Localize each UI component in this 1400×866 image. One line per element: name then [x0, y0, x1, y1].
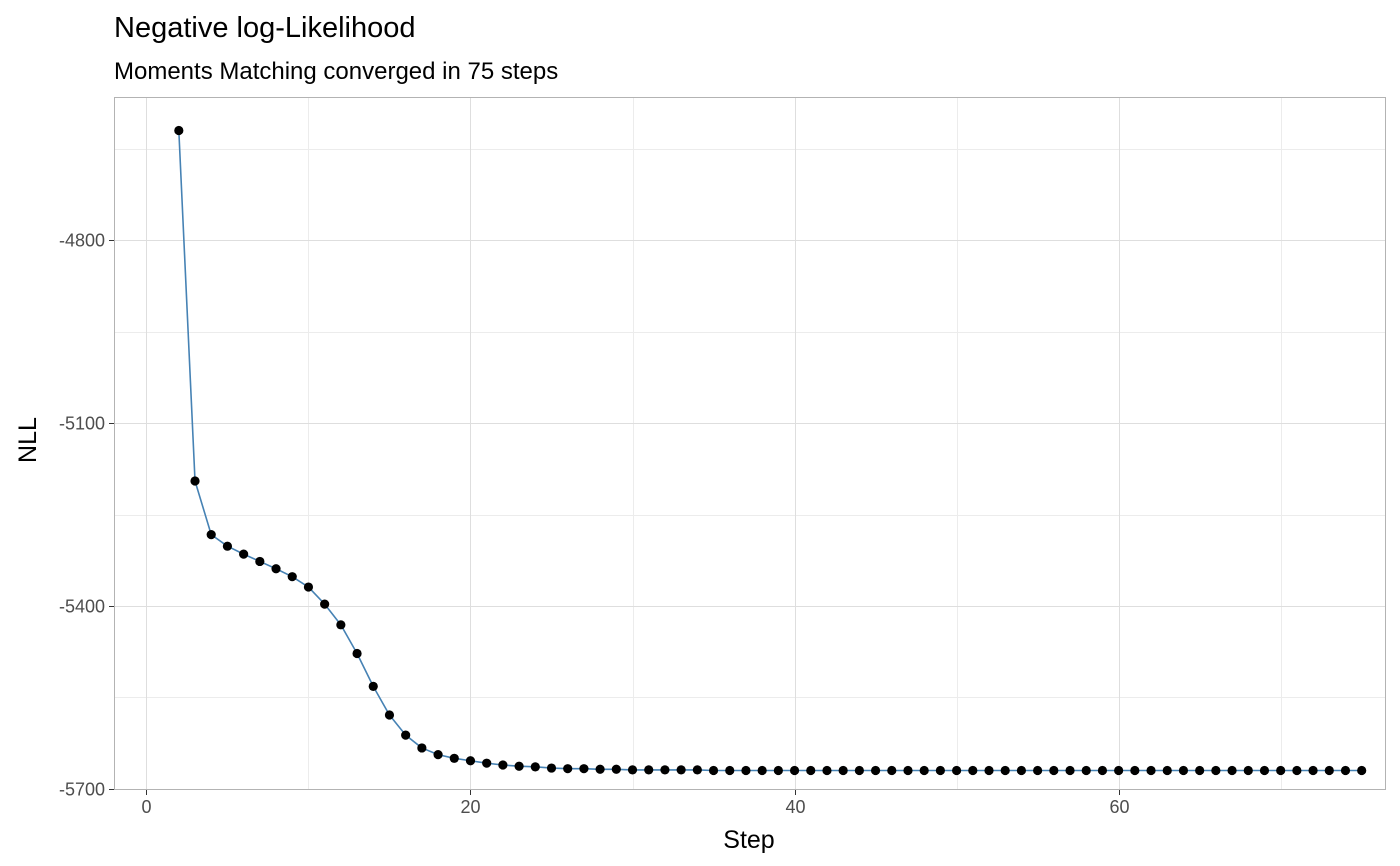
major-gridlines	[114, 97, 1386, 790]
x-tick-label: 40	[785, 797, 805, 817]
y-tick-label: -5400	[59, 597, 105, 617]
data-point	[222, 541, 233, 551]
data-point	[1162, 765, 1172, 776]
minor-gridlines	[114, 97, 1386, 790]
data-point	[239, 549, 249, 559]
data-point	[514, 761, 524, 771]
data-point	[919, 765, 929, 776]
data-point	[206, 530, 216, 540]
data-point	[660, 765, 670, 775]
data-point	[303, 582, 314, 592]
data-point	[935, 765, 945, 776]
data-point	[806, 765, 816, 776]
x-tick-label: 0	[141, 797, 151, 817]
y-axis-ticks: -4800 -5100 -5400 -5700	[59, 231, 114, 800]
y-tick-label: -5700	[59, 780, 105, 800]
data-point	[1114, 765, 1124, 776]
chart-title: Negative log-Likelihood	[114, 12, 415, 44]
data-point	[530, 762, 540, 772]
data-point	[692, 765, 702, 775]
data-point	[984, 765, 994, 776]
data-point	[320, 599, 330, 609]
x-tick-label: 20	[460, 797, 480, 817]
data-point	[1065, 765, 1075, 776]
data-point	[854, 765, 864, 776]
data-point	[789, 765, 800, 776]
series-line-layer	[178, 130, 1362, 772]
data-point	[773, 765, 783, 776]
series-line	[178, 130, 1362, 772]
data-point	[1130, 765, 1140, 776]
x-axis-title: Step	[723, 826, 774, 854]
data-point	[903, 765, 913, 776]
data-point	[952, 765, 962, 776]
data-point	[174, 125, 184, 136]
data-point	[417, 743, 427, 753]
data-point	[1081, 765, 1091, 776]
data-point	[352, 648, 362, 659]
data-point	[401, 730, 411, 740]
data-point	[741, 765, 751, 776]
data-point	[1227, 765, 1237, 776]
data-point	[676, 765, 686, 775]
data-point	[1357, 765, 1367, 776]
data-point	[757, 765, 767, 776]
y-tick-label: -5100	[59, 414, 105, 434]
data-point	[1146, 765, 1156, 776]
data-point	[1308, 765, 1318, 776]
data-point	[644, 765, 654, 775]
y-axis-title: NLL	[14, 417, 42, 463]
x-axis-ticks: 0 20 40 60	[141, 790, 1130, 817]
data-point	[563, 764, 573, 774]
data-point	[433, 750, 443, 760]
chart-subtitle: Moments Matching converged in 75 steps	[114, 58, 558, 85]
data-point	[1000, 765, 1010, 776]
data-point	[546, 763, 557, 773]
data-point	[870, 765, 881, 776]
data-point	[595, 764, 605, 774]
data-point	[465, 756, 476, 766]
data-point	[482, 758, 492, 768]
data-point	[1033, 765, 1043, 776]
data-point	[708, 765, 719, 776]
data-point	[384, 710, 395, 720]
data-point	[1049, 765, 1059, 776]
data-point	[725, 765, 735, 776]
data-point	[1097, 765, 1108, 776]
data-point	[190, 476, 200, 486]
data-point	[336, 620, 346, 630]
data-point	[611, 764, 621, 774]
data-point	[887, 765, 897, 776]
data-point	[1259, 765, 1270, 776]
data-point	[968, 765, 978, 776]
panel-border	[114, 97, 1386, 790]
data-point	[1276, 765, 1286, 776]
y-tick-label: -4800	[59, 231, 105, 251]
data-point	[449, 753, 459, 763]
data-point	[1178, 765, 1189, 776]
data-point	[822, 765, 832, 776]
data-point	[1243, 765, 1253, 776]
x-tick-label: 60	[1109, 797, 1129, 817]
data-point	[838, 765, 848, 776]
data-point	[271, 564, 281, 574]
data-point	[627, 765, 638, 775]
data-point	[1292, 765, 1302, 776]
data-points	[174, 125, 1367, 776]
data-point	[368, 681, 378, 691]
data-point	[1340, 765, 1351, 776]
data-point	[1324, 765, 1334, 776]
data-point	[255, 556, 265, 567]
data-point	[1211, 765, 1221, 776]
data-point	[1195, 765, 1205, 776]
data-point	[579, 764, 589, 774]
data-point	[498, 760, 508, 770]
data-point	[1016, 765, 1027, 776]
data-point	[287, 572, 297, 582]
